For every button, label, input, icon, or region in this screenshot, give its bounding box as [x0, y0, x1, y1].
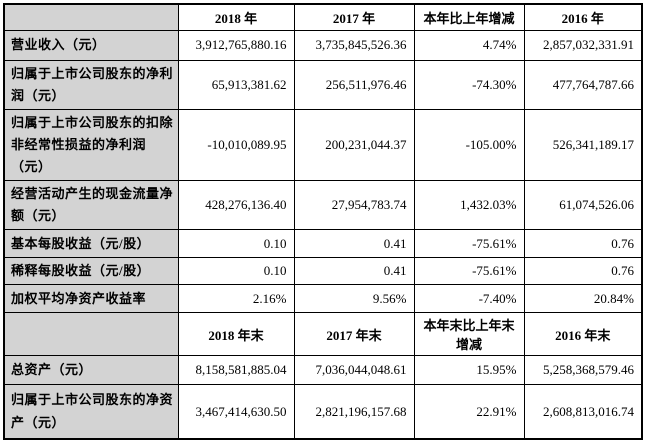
- cell-change: 15.95%: [413, 355, 525, 386]
- table-row-revenue: 营业收入（元） 3,912,765,880.16 3,735,845,526.3…: [3, 29, 643, 61]
- cell-2018: 65,913,381.62: [177, 59, 295, 110]
- col-header-2016: 2016 年: [523, 3, 643, 31]
- row-label: 归属于上市公司股东的净资产（元）: [3, 384, 179, 440]
- cell-change: -75.61%: [413, 257, 525, 286]
- cell-2017: 0.41: [293, 229, 415, 259]
- col-header-2017: 2017 年: [293, 3, 415, 31]
- corner-blank-cell: [3, 3, 179, 31]
- table-row-total-assets: 总资产（元） 8,158,581,885.04 7,036,044,048.61…: [3, 355, 643, 386]
- cell-2018: 0.10: [177, 257, 295, 286]
- row-label: 总资产（元）: [3, 355, 179, 386]
- cell-2017: 7,036,044,048.61: [293, 355, 415, 386]
- cell-2016: 61,074,526.06: [523, 179, 643, 231]
- row-label: 营业收入（元）: [3, 29, 179, 61]
- cell-2018: 428,276,136.40: [177, 179, 295, 231]
- col-header-eop-change: 本年末比上年末增减: [413, 312, 525, 357]
- financial-summary-table: 2018 年 2017 年 本年比上年增减 2016 年 营业收入（元） 3,9…: [3, 3, 643, 440]
- cell-2016: 2,608,813,016.74: [523, 384, 643, 440]
- table-row-operating-cash-flow: 经营活动产生的现金流量净额（元） 428,276,136.40 27,954,7…: [3, 179, 643, 231]
- cell-2017: 256,511,976.46: [293, 59, 415, 110]
- cell-change: -105.00%: [413, 108, 525, 181]
- cell-2016: 526,341,189.17: [523, 108, 643, 181]
- table-row-diluted-eps: 稀释每股收益（元/股） 0.10 0.41 -75.61% 0.76: [3, 257, 643, 286]
- cell-2017: 2,821,196,157.68: [293, 384, 415, 440]
- period-header-row: 2018 年 2017 年 本年比上年增减 2016 年: [3, 3, 643, 31]
- table-row-weighted-avg-roe: 加权平均净资产收益率 2.16% 9.56% -7.40% 20.84%: [3, 284, 643, 314]
- cell-2018: 3,467,414,630.50: [177, 384, 295, 440]
- col-header-yoy-change: 本年比上年增减: [413, 3, 525, 31]
- row-label: 归属于上市公司股东的扣除非经常性损益的净利润（元）: [3, 108, 179, 181]
- cell-2017: 27,954,783.74: [293, 179, 415, 231]
- row-label: 归属于上市公司股东的净利润（元）: [3, 59, 179, 110]
- col-header-2018: 2018 年: [177, 3, 295, 31]
- eop-header-row: 2018 年末 2017 年末 本年末比上年末增减 2016 年末: [3, 312, 643, 357]
- cell-2017: 200,231,044.37: [293, 108, 415, 181]
- row-label: 经营活动产生的现金流量净额（元）: [3, 179, 179, 231]
- cell-2018: 0.10: [177, 229, 295, 259]
- financial-summary-table-wrap: 2018 年 2017 年 本年比上年增减 2016 年 营业收入（元） 3,9…: [3, 3, 643, 440]
- row-label: 加权平均净资产收益率: [3, 284, 179, 314]
- row-label: 稀释每股收益（元/股）: [3, 257, 179, 286]
- cell-change: 22.91%: [413, 384, 525, 440]
- cell-change: -74.30%: [413, 59, 525, 110]
- cell-change: 1,432.03%: [413, 179, 525, 231]
- cell-change: -75.61%: [413, 229, 525, 259]
- cell-2016: 477,764,787.66: [523, 59, 643, 110]
- table-row-net-profit-excl-nonrecurring: 归属于上市公司股东的扣除非经常性损益的净利润（元） -10,010,089.95…: [3, 108, 643, 181]
- cell-2016: 0.76: [523, 229, 643, 259]
- cell-2017: 9.56%: [293, 284, 415, 314]
- table-row-net-assets: 归属于上市公司股东的净资产（元） 3,467,414,630.50 2,821,…: [3, 384, 643, 440]
- corner-blank-cell: [3, 312, 179, 357]
- cell-2016: 2,857,032,331.91: [523, 29, 643, 61]
- cell-2017: 3,735,845,526.36: [293, 29, 415, 61]
- cell-2016: 20.84%: [523, 284, 643, 314]
- cell-change: -7.40%: [413, 284, 525, 314]
- cell-2018: 2.16%: [177, 284, 295, 314]
- row-label: 基本每股收益（元/股）: [3, 229, 179, 259]
- table-row-basic-eps: 基本每股收益（元/股） 0.10 0.41 -75.61% 0.76: [3, 229, 643, 259]
- cell-2016: 0.76: [523, 257, 643, 286]
- cell-2018: 3,912,765,880.16: [177, 29, 295, 61]
- col-header-2017-eop: 2017 年末: [293, 312, 415, 357]
- cell-2018: -10,010,089.95: [177, 108, 295, 181]
- col-header-2018-eop: 2018 年末: [177, 312, 295, 357]
- cell-2016: 5,258,368,579.46: [523, 355, 643, 386]
- cell-2017: 0.41: [293, 257, 415, 286]
- col-header-2016-eop: 2016 年末: [523, 312, 643, 357]
- cell-2018: 8,158,581,885.04: [177, 355, 295, 386]
- table-row-net-profit: 归属于上市公司股东的净利润（元） 65,913,381.62 256,511,9…: [3, 59, 643, 110]
- cell-change: 4.74%: [413, 29, 525, 61]
